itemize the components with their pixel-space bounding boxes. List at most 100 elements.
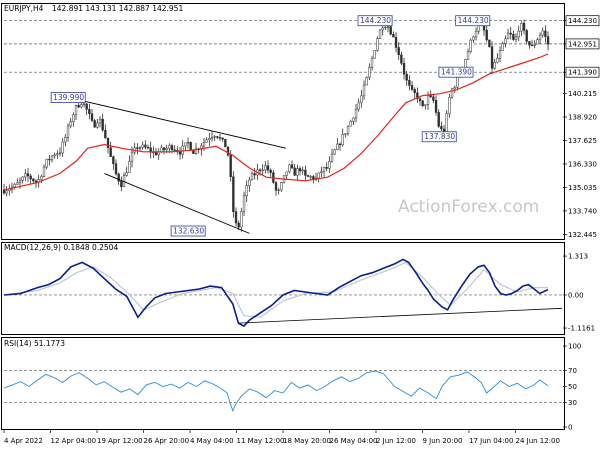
candle-body	[285, 171, 288, 176]
rsi-y-tick-label: 70	[568, 367, 577, 375]
candle-body	[245, 185, 248, 197]
candle-body	[162, 147, 166, 151]
candle-body	[90, 113, 94, 121]
x-axis-tick-label: 4 Apr 2022	[4, 437, 43, 445]
price-annotation-box	[357, 15, 393, 27]
watermark: ActionForex.com	[398, 197, 539, 217]
candle-body	[144, 144, 147, 148]
x-axis-tick-label: 18 May 20:00	[283, 437, 331, 445]
candle-body	[168, 145, 171, 149]
price-annotation-label: 144.230	[360, 16, 391, 25]
candle-body	[512, 33, 515, 40]
candle-body	[384, 26, 387, 29]
candle-body	[112, 156, 115, 164]
candle-body	[5, 190, 8, 194]
candle-body	[189, 141, 192, 151]
rsi-y-tick-label: 50	[568, 383, 577, 391]
candle-body	[400, 54, 403, 64]
candle-body	[77, 105, 80, 108]
price-y-tick-label: 136.330	[568, 160, 597, 168]
candle-body	[485, 29, 488, 41]
candle-body	[109, 147, 112, 157]
candle-body	[56, 153, 59, 156]
candle-body	[106, 137, 110, 148]
candle-body	[58, 152, 62, 154]
candle-body	[333, 149, 336, 155]
candle-body	[330, 153, 334, 162]
candle-body	[93, 120, 96, 128]
candle-body	[336, 143, 339, 151]
price-trend-line	[104, 173, 250, 234]
candle-body	[32, 178, 35, 182]
candle-body	[341, 134, 344, 146]
candle-body	[482, 25, 486, 31]
x-axis-tick-label: 24 Jun 12:00	[516, 437, 560, 445]
candle-body	[42, 166, 46, 177]
candle-body	[232, 176, 235, 213]
candle-body	[208, 138, 211, 141]
price-tag-box	[565, 38, 600, 50]
candle-body	[274, 182, 278, 191]
candle-body	[365, 77, 368, 86]
candle-body	[202, 141, 206, 147]
price-tag-box	[565, 15, 600, 27]
candle-body	[432, 96, 435, 101]
candle-body	[45, 158, 48, 168]
candle-body	[69, 121, 72, 127]
candle-body	[506, 32, 510, 40]
candle-body	[466, 51, 470, 60]
candle-body	[421, 100, 424, 107]
candle-body	[266, 165, 270, 171]
candle-body	[394, 36, 398, 48]
price-panel-border	[1, 3, 565, 240]
candle-body	[525, 30, 528, 42]
candle-body	[138, 147, 142, 149]
candle-body	[120, 181, 123, 188]
price-y-tick-label: 132.445	[568, 231, 597, 239]
candle-body	[74, 105, 78, 116]
moving-average-line	[3, 53, 549, 191]
candle-body	[389, 26, 392, 35]
macd-plot-area	[3, 258, 563, 328]
candle-body	[456, 76, 459, 88]
candle-body	[301, 169, 304, 172]
candle-body	[50, 155, 54, 161]
rsi-y-tick-label: 100	[568, 343, 581, 351]
candle-body	[344, 133, 347, 135]
macd-trend-line	[238, 307, 563, 324]
candle-body	[530, 44, 534, 47]
candle-body	[136, 147, 139, 149]
candle-body	[373, 50, 376, 59]
candle-body	[448, 97, 451, 114]
candle-body	[21, 176, 24, 181]
candle-body	[250, 173, 254, 181]
candle-body	[186, 141, 190, 144]
candle-body	[354, 108, 358, 119]
candle-body	[437, 112, 440, 127]
rsi-y-tick-label: 30	[568, 399, 577, 407]
candle-body	[240, 211, 243, 228]
candle-body	[493, 61, 496, 69]
candle-body	[24, 173, 27, 178]
candle-body	[293, 167, 296, 176]
candle-body	[218, 137, 222, 139]
price-annotation-box	[438, 66, 474, 78]
candle-body	[541, 30, 544, 36]
candle-body	[416, 92, 419, 100]
candle-body	[362, 84, 366, 97]
candle-body	[402, 63, 406, 75]
candle-body	[320, 171, 323, 174]
x-axis-tick-label: 11 May 12:00	[237, 437, 285, 445]
price-y-tick-label: 138.920	[568, 113, 597, 121]
candle-body	[349, 120, 352, 127]
axes: 144.230 142.951 141.390 140.215 138.920 137.6…	[3, 15, 600, 445]
candle-body	[216, 136, 219, 138]
candle-body	[504, 38, 507, 44]
candle-body	[29, 175, 32, 180]
candle-body	[498, 50, 502, 59]
candle-body	[213, 136, 216, 138]
candle-body	[368, 67, 371, 78]
candle-body	[296, 168, 299, 176]
